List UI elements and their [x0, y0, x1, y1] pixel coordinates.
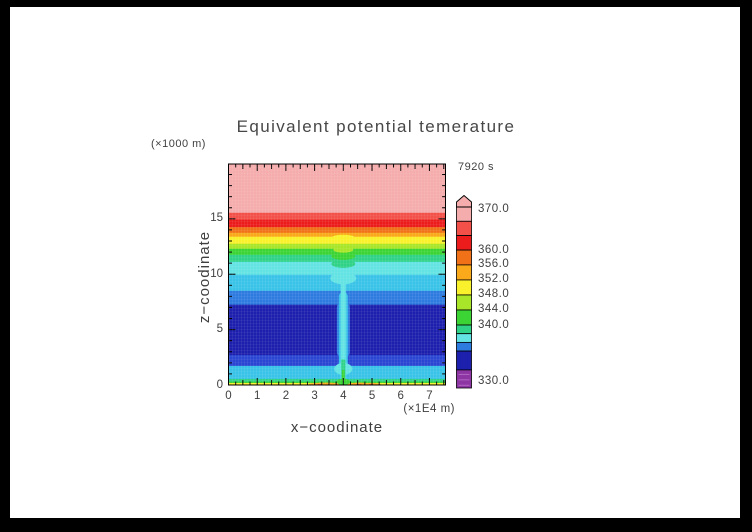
y-axis-unit-label: (×1000 m) — [151, 138, 206, 150]
colorbar-label: 340.0 — [478, 318, 510, 331]
colorbar-label: 330.0 — [478, 375, 510, 388]
colorbar-segment — [456, 324, 472, 335]
contour-band — [228, 212, 446, 221]
z-tick-label: 10 — [210, 267, 223, 280]
colorbar-segment — [456, 220, 472, 236]
x-axis-unit-label: (×1E4 m) — [403, 403, 455, 415]
z-tick-label: 5 — [216, 323, 223, 336]
x-tick-label: 1 — [254, 390, 261, 402]
colorbar-segment — [456, 279, 472, 296]
colorbar-segment — [456, 333, 472, 343]
band-bump — [333, 246, 354, 253]
x-tick-label: 2 — [282, 390, 290, 402]
band-bump — [332, 234, 355, 240]
x-tick-label: 3 — [311, 390, 318, 402]
contour-band — [228, 290, 446, 306]
contour-band — [228, 227, 446, 234]
plume-core-green — [342, 370, 345, 384]
contour-field — [228, 164, 446, 385]
colorbar-segment — [456, 341, 472, 352]
x-tick-label: 5 — [368, 390, 376, 402]
contour-band — [228, 164, 446, 214]
colorbar-segment — [456, 206, 472, 222]
x-tick-label: 7 — [426, 390, 433, 402]
colorbar-segment — [456, 350, 472, 371]
x-axis-title: x−coodinate — [290, 419, 384, 436]
surface-warm-patch — [308, 382, 340, 385]
contour-band — [228, 232, 446, 238]
contour-band — [228, 261, 446, 276]
z-tick-label: 15 — [210, 212, 223, 225]
band-bump — [331, 259, 356, 268]
plume-channel — [330, 274, 356, 382]
chart-title: Equivalent potential temerature — [236, 117, 516, 136]
colorbar-arrow — [456, 194, 472, 208]
colorbar-segment — [456, 235, 472, 251]
contour-band — [228, 355, 446, 367]
colorbar-label: 356.0 — [478, 258, 510, 271]
x-tick-label: 0 — [225, 390, 232, 402]
contour-band — [228, 378, 446, 383]
time-label: 7920 s — [458, 161, 495, 173]
colorbar-label: 360.0 — [478, 243, 510, 256]
colorbar-label: 344.0 — [478, 303, 510, 316]
contour-band — [228, 243, 446, 250]
colorbar-segment — [456, 309, 472, 326]
x-tick-label: 6 — [397, 390, 404, 402]
colorbar-segment — [456, 294, 472, 311]
x-tick-label: 4 — [340, 390, 347, 402]
contour-band — [228, 248, 446, 256]
colorbar-label: 352.0 — [478, 273, 510, 286]
z-tick-label: 0 — [216, 378, 223, 391]
colorbar-segment — [456, 249, 472, 266]
band-bump — [331, 252, 356, 260]
contour-band — [228, 236, 446, 245]
colorbar-label: 348.0 — [478, 288, 510, 301]
colorbar-label: 370.0 — [478, 203, 510, 216]
contour-band — [228, 219, 446, 228]
colorbar-segment — [456, 264, 472, 281]
